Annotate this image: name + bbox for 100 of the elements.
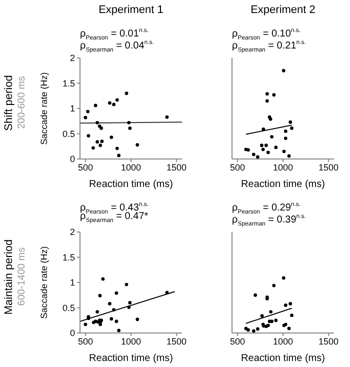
point: [112, 308, 116, 312]
text: ρ$_{Spearman}$ = 0.21$^{n.s.}$: [232, 40, 306, 54]
point: [94, 104, 98, 108]
point: [98, 144, 102, 148]
text: 200-600 ms: [16, 75, 28, 131]
point: [260, 314, 264, 318]
point: [288, 302, 292, 306]
point: [92, 146, 95, 150]
y-axis-title: Saccade rate (Hz): [39, 246, 50, 319]
point: [256, 155, 260, 159]
point: [262, 128, 266, 131]
y-axis-title: Saccade rate (Hz): [39, 72, 50, 145]
point: [117, 154, 120, 158]
point: [110, 136, 114, 139]
x-tick-label: 1500: [318, 162, 339, 172]
point: [256, 327, 260, 331]
x-axis-title: Reaction time (ms): [241, 179, 325, 190]
x-axis-title: Reaction time (ms): [241, 353, 325, 364]
point: [96, 120, 100, 124]
point: [117, 328, 120, 332]
y-tick-label: 1.5: [62, 78, 75, 88]
text: Maintain period: [3, 238, 15, 317]
point: [98, 322, 102, 326]
point: [96, 310, 100, 314]
x-axis-title: Reaction time (ms): [89, 353, 173, 364]
point: [290, 314, 294, 318]
point: [288, 120, 292, 124]
point: [266, 150, 270, 154]
point: [100, 140, 104, 144]
point: [261, 148, 265, 152]
y-tick-label: 1.5: [62, 252, 75, 262]
point: [284, 136, 288, 140]
chart-title: Experiment 1: [98, 4, 164, 16]
point: [284, 304, 288, 307]
point: [127, 120, 131, 124]
point: [265, 99, 269, 103]
y-tick-label: 1: [70, 278, 75, 288]
point: [165, 115, 169, 119]
point: [100, 126, 104, 130]
point: [269, 310, 272, 314]
x-tick-label: 500: [230, 162, 245, 172]
point: [270, 135, 274, 138]
text: ρ$_{Pearson}$ = 0.29$^{n.s.}$: [232, 202, 301, 216]
point: [124, 282, 128, 286]
point: [274, 146, 278, 150]
point: [128, 301, 132, 304]
x-tick-label: 1000: [120, 336, 142, 346]
x-tick-label: 1000: [120, 162, 142, 172]
point: [136, 318, 140, 322]
point: [252, 329, 256, 333]
point: [108, 302, 112, 306]
point: [265, 92, 269, 96]
x-tick-label: 1000: [272, 336, 294, 346]
x-tick-label: 500: [78, 336, 93, 346]
point: [124, 92, 128, 96]
point: [165, 290, 169, 294]
text: ρ$_{Spearman}$ = 0.04$^{n.s.}$: [80, 40, 154, 54]
point: [272, 93, 276, 97]
point: [86, 134, 90, 138]
y-tick-label: 0.5: [62, 128, 75, 139]
point: [115, 146, 119, 150]
point: [128, 126, 132, 130]
point: [127, 306, 131, 309]
point: [282, 276, 286, 280]
x-tick-label: 1500: [166, 336, 187, 346]
y-tick-label: 1: [70, 104, 75, 114]
text: ρ$_{Pearson}$ = 0.01$^{n.s.}$: [80, 28, 149, 42]
point: [115, 98, 119, 102]
point: [287, 154, 291, 158]
point: [84, 116, 88, 120]
point: [274, 318, 278, 322]
point: [86, 110, 90, 114]
x-tick-label: 1500: [318, 336, 339, 346]
y-tick-label: 2: [70, 227, 75, 238]
y-tick-label: 0: [70, 154, 75, 164]
y-tick-label: 0: [70, 328, 75, 338]
x-tick-label: 1500: [166, 162, 187, 172]
x-axis-title: Reaction time (ms): [89, 179, 173, 190]
y-tick-label: 2: [70, 53, 75, 64]
text: 600-1400 ms: [16, 246, 28, 308]
point: [96, 140, 100, 144]
point: [108, 101, 112, 105]
point: [98, 294, 102, 298]
point: [246, 328, 250, 332]
point: [84, 322, 88, 326]
y-tick-label: 0.5: [62, 302, 75, 313]
text: Shift period: [3, 74, 15, 133]
x-tick-label: 500: [230, 336, 245, 346]
text: ρ$_{Pearson}$ = 0.10$^{n.s.}$: [232, 28, 301, 42]
point: [101, 277, 105, 281]
point: [136, 143, 140, 147]
point: [260, 144, 264, 148]
point: [112, 102, 116, 106]
point: [264, 144, 268, 148]
chart-title: Experiment 2: [250, 4, 316, 16]
point: [252, 152, 256, 156]
text: ρ$_{Spearman}$ = 0.39$^{n.s.}$: [232, 214, 306, 228]
x-tick-label: 500: [78, 162, 93, 172]
point: [110, 317, 114, 321]
x-tick-label: 1000: [272, 162, 294, 172]
